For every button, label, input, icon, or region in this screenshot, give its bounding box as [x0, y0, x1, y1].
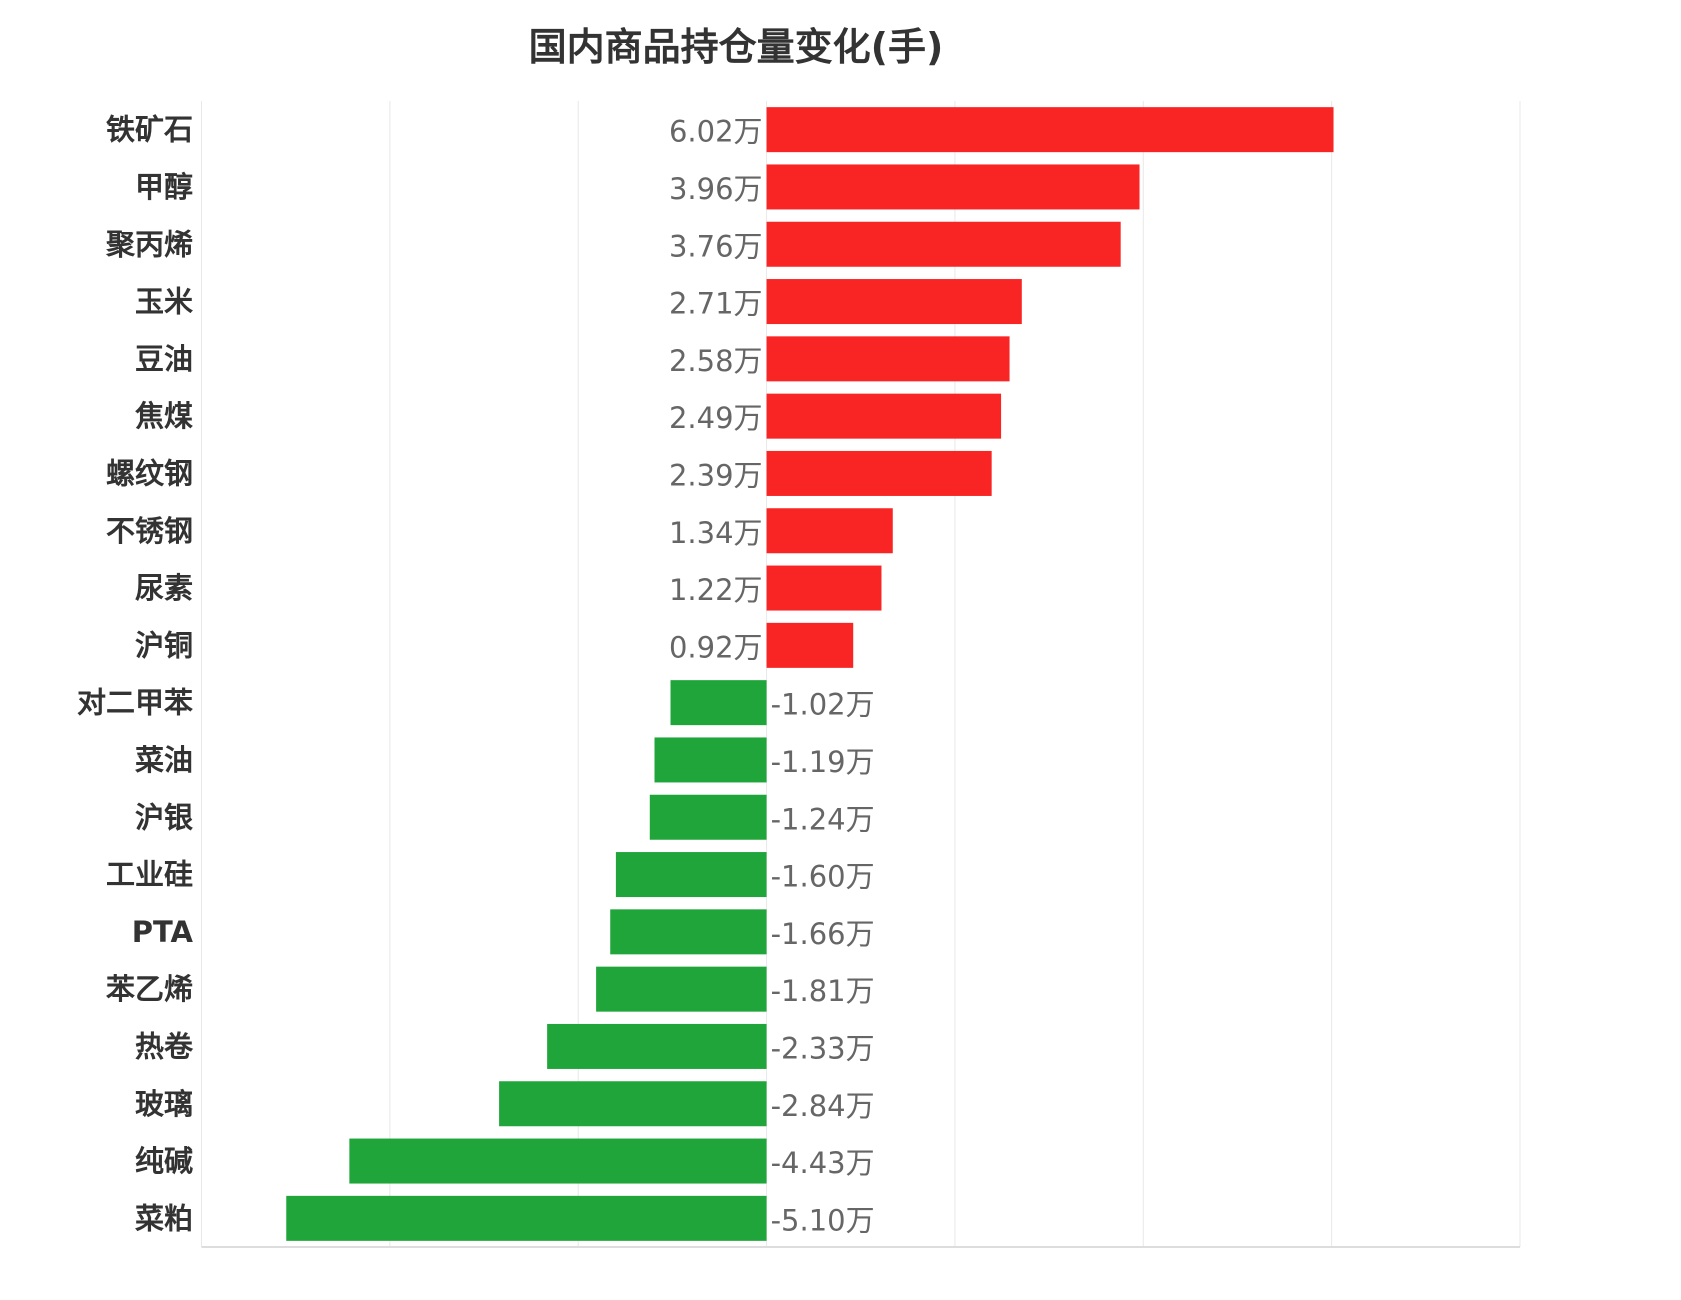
value-label: 6.02万 — [669, 115, 763, 149]
value-label: -1.60万 — [771, 860, 875, 894]
category-label: 菜油 — [135, 743, 193, 777]
category-label: 铁矿石 — [106, 113, 193, 147]
category-label: 纯碱 — [135, 1144, 193, 1178]
value-label: 1.34万 — [669, 516, 763, 550]
category-label: 焦煤 — [135, 399, 193, 433]
value-label: -1.66万 — [771, 917, 875, 951]
category-label: 苯乙烯 — [106, 972, 193, 1006]
bar — [766, 107, 1334, 153]
bar — [547, 1023, 767, 1069]
category-label: 不锈钢 — [106, 514, 193, 548]
bar — [766, 336, 1010, 382]
category-label: 玻璃 — [135, 1087, 193, 1121]
value-label: 2.58万 — [669, 344, 763, 378]
value-label: 2.49万 — [669, 401, 763, 435]
value-label: -1.81万 — [771, 974, 875, 1008]
gridlines — [201, 101, 1521, 1248]
bar — [654, 737, 767, 783]
value-label: 1.22万 — [669, 573, 763, 607]
bar — [615, 852, 767, 898]
category-label: 沪银 — [135, 800, 193, 834]
value-label: -1.24万 — [771, 802, 875, 836]
value-label: -2.33万 — [771, 1031, 875, 1065]
value-label: 3.96万 — [669, 172, 763, 206]
value-label: -1.02万 — [771, 688, 875, 722]
value-label: -1.19万 — [771, 745, 875, 779]
category-label: 尿素 — [135, 571, 193, 605]
bar — [766, 279, 1022, 325]
value-label: -4.43万 — [771, 1146, 875, 1180]
value-label: 2.71万 — [669, 287, 763, 321]
bar — [349, 1138, 767, 1184]
category-label: 热卷 — [135, 1029, 194, 1063]
chart-title: 国内商品持仓量变化(手) — [529, 25, 944, 69]
bar — [766, 622, 854, 668]
category-label: 甲醇 — [135, 170, 193, 204]
value-label: -2.84万 — [771, 1089, 875, 1123]
bar — [286, 1195, 767, 1241]
category-label: 玉米 — [135, 285, 193, 319]
value-label: 0.92万 — [669, 630, 763, 664]
bar — [499, 1081, 767, 1127]
bar — [766, 393, 1002, 439]
category-label: 工业硅 — [106, 858, 193, 892]
category-label: 聚丙烯 — [105, 227, 193, 261]
bar — [766, 164, 1140, 210]
category-label: 对二甲苯 — [77, 686, 193, 720]
bar — [649, 794, 767, 840]
bar — [766, 508, 893, 554]
value-label: -5.10万 — [771, 1203, 875, 1237]
bar — [596, 966, 767, 1012]
value-label: 3.76万 — [669, 229, 763, 263]
bar — [670, 680, 767, 726]
bar — [766, 221, 1121, 267]
bar — [610, 909, 767, 955]
category-label: PTA — [132, 915, 194, 949]
bar — [766, 450, 992, 496]
category-label: 螺纹钢 — [106, 456, 193, 490]
value-label: 2.39万 — [669, 458, 763, 492]
category-label: 沪铜 — [135, 628, 193, 662]
category-label: 菜粕 — [135, 1201, 193, 1235]
bar — [766, 565, 882, 611]
category-label: 豆油 — [135, 342, 193, 376]
